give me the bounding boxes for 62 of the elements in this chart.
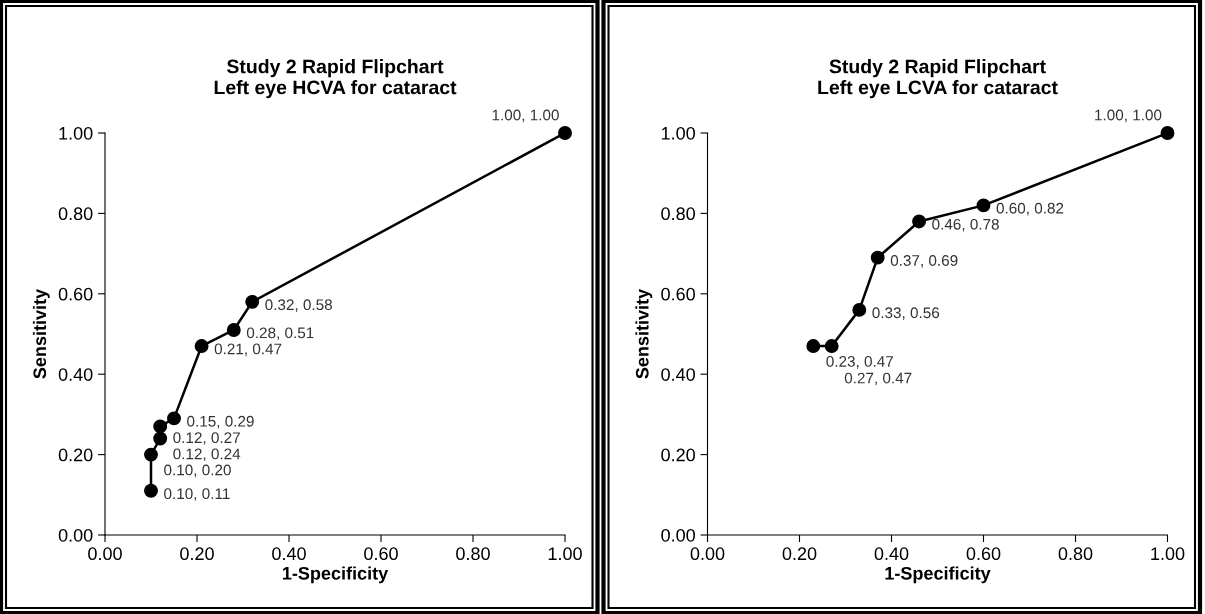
y-tick-label: 0.60 xyxy=(661,287,695,301)
data-label: 0.23, 0.47 xyxy=(826,356,893,369)
data-label: 0.10, 0.11 xyxy=(164,488,230,501)
y-axis-title: Sensitivity xyxy=(32,288,50,379)
y-tick-label: 0.60 xyxy=(58,287,93,301)
data-label: 0.37, 0.69 xyxy=(890,255,958,268)
x-tick-label: 0.00 xyxy=(88,547,122,561)
data-label: 0.21, 0.47 xyxy=(214,343,282,357)
x-tick-label: 0.20 xyxy=(180,547,214,561)
x-axis-title: 1-Specificity xyxy=(885,566,991,584)
y-tick-label: 1.00 xyxy=(59,126,93,140)
data-label: 0.32, 0.58 xyxy=(265,299,332,312)
x-tick-label: 0.40 xyxy=(874,547,909,561)
x-tick-label: 0.60 xyxy=(364,547,398,561)
x-tick-label: 0.20 xyxy=(782,547,817,561)
x-axis-title: 1-Specificity xyxy=(282,566,389,584)
data-label: 0.12, 0.27 xyxy=(173,432,240,445)
point xyxy=(144,447,158,462)
y-tick-label: 0.00 xyxy=(58,528,93,542)
point xyxy=(245,294,260,309)
data-label: 0.10, 0.20 xyxy=(164,464,231,478)
y-tick-label: 0.40 xyxy=(58,368,93,381)
data-label: 0.33, 0.56 xyxy=(872,307,940,320)
point xyxy=(852,302,867,317)
data-label: 0.60, 0.82 xyxy=(996,202,1064,216)
y-tick-label: 0.80 xyxy=(58,207,93,221)
x-tick-label: 0.80 xyxy=(456,547,490,561)
y-tick-label: 0.20 xyxy=(58,448,93,462)
data-label: 0.28, 0.51 xyxy=(246,327,314,341)
chart-title: Study 2 Rapid Flipchart Left eye LCVA for cataract xyxy=(818,59,1058,99)
y-tick-label: 0.00 xyxy=(661,528,695,542)
point xyxy=(153,419,168,434)
y-tick-label: 0.80 xyxy=(661,207,695,221)
point xyxy=(558,126,572,140)
point xyxy=(806,339,821,354)
point xyxy=(976,198,991,213)
point xyxy=(824,339,839,354)
y-tick-label: 1.00 xyxy=(661,126,695,140)
data-label: 0.15, 0.29 xyxy=(187,415,254,429)
point xyxy=(870,250,885,265)
x-tick-label: 0.00 xyxy=(690,547,725,561)
chart-title: Study 2 Rapid Flipchart Left eye HCVA for cataract xyxy=(214,59,457,99)
y-tick-label: 0.20 xyxy=(661,448,695,462)
point xyxy=(194,339,209,354)
x-tick-label: 1.00 xyxy=(548,547,582,561)
point xyxy=(1160,126,1175,140)
y-tick-label: 0.40 xyxy=(661,368,695,381)
point xyxy=(144,483,158,498)
data-label: 1.00, 1.00 xyxy=(1095,109,1162,123)
data-label: 0.12, 0.24 xyxy=(173,448,241,462)
point xyxy=(167,411,181,426)
x-tick-label: 0.80 xyxy=(1058,547,1093,561)
point xyxy=(226,323,241,337)
x-tick-label: 1.00 xyxy=(1151,547,1185,561)
data-label: 0.46, 0.78 xyxy=(932,218,999,232)
data-label: 1.00, 1.00 xyxy=(492,109,559,123)
point xyxy=(912,214,927,229)
x-tick-label: 0.40 xyxy=(272,547,306,561)
y-axis-title: Sensitivity xyxy=(635,288,653,379)
data-label: 0.27, 0.47 xyxy=(844,372,912,386)
point xyxy=(153,431,168,446)
x-tick-label: 0.60 xyxy=(966,547,1001,561)
